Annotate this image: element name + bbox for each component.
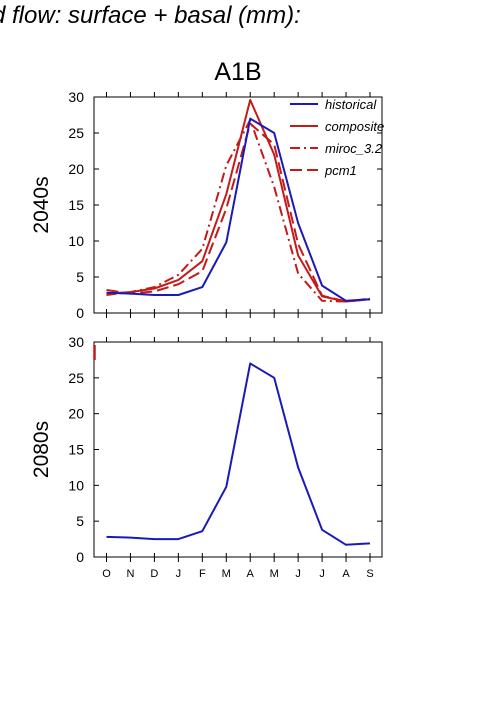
y-axis-label: 2040s (30, 176, 53, 233)
y-tick-label: 25 (68, 370, 84, 386)
x-tick-label: J (295, 568, 301, 580)
series-line-pcm1 (106, 122, 371, 303)
y-tick-label: 25 (68, 125, 84, 141)
x-tick-label: N (126, 568, 134, 580)
series-line-historical (106, 362, 371, 546)
x-tick-label: M (270, 568, 279, 580)
legend-label: pcm1 (324, 163, 357, 178)
x-tick-label: F (199, 568, 206, 580)
x-tick-label: S (366, 568, 373, 580)
x-tick-label: J (176, 568, 182, 580)
y-tick-label: 5 (76, 513, 84, 529)
y-tick-label: 15 (68, 197, 84, 213)
figure-title: d flow: surface + basal (mm): (0, 2, 301, 29)
chart-panel-2: 0 5 10 15 20 25 30 O N D J F M A M J J A S 2080s (30, 334, 383, 580)
x-tick-label: A (247, 568, 255, 580)
series-line-miroc-3-2 (106, 119, 371, 303)
legend-label: miroc_3.2 (325, 141, 383, 156)
chart-panel-1: 0 5 10 15 20 25 30 2040s A1B historical composite m… (30, 58, 384, 321)
y-tick-label: 20 (68, 406, 84, 422)
series-line-historical (106, 117, 371, 302)
y-tick-label: 30 (68, 334, 84, 350)
x-tick-label: M (222, 568, 231, 580)
y-tick-label: 30 (68, 89, 84, 105)
y-tick-label: 0 (76, 305, 84, 321)
legend-label: historical (325, 97, 377, 112)
x-tick-label: A (342, 568, 350, 580)
y-axis-label: 2080s (30, 421, 53, 478)
chart-title: A1B (214, 58, 261, 86)
y-tick-label: 20 (68, 161, 84, 177)
x-tick-label: D (150, 568, 158, 580)
y-tick-label: 0 (76, 549, 84, 565)
y-tick-label: 10 (68, 233, 84, 249)
x-tick-label: J (319, 568, 325, 580)
y-tick-label: 15 (68, 442, 84, 458)
y-tick-label: 5 (76, 269, 84, 285)
plot-frame (93, 341, 383, 558)
legend-label: composite (325, 119, 384, 134)
y-tick-label: 10 (68, 477, 84, 493)
x-tick-label: O (102, 568, 111, 580)
